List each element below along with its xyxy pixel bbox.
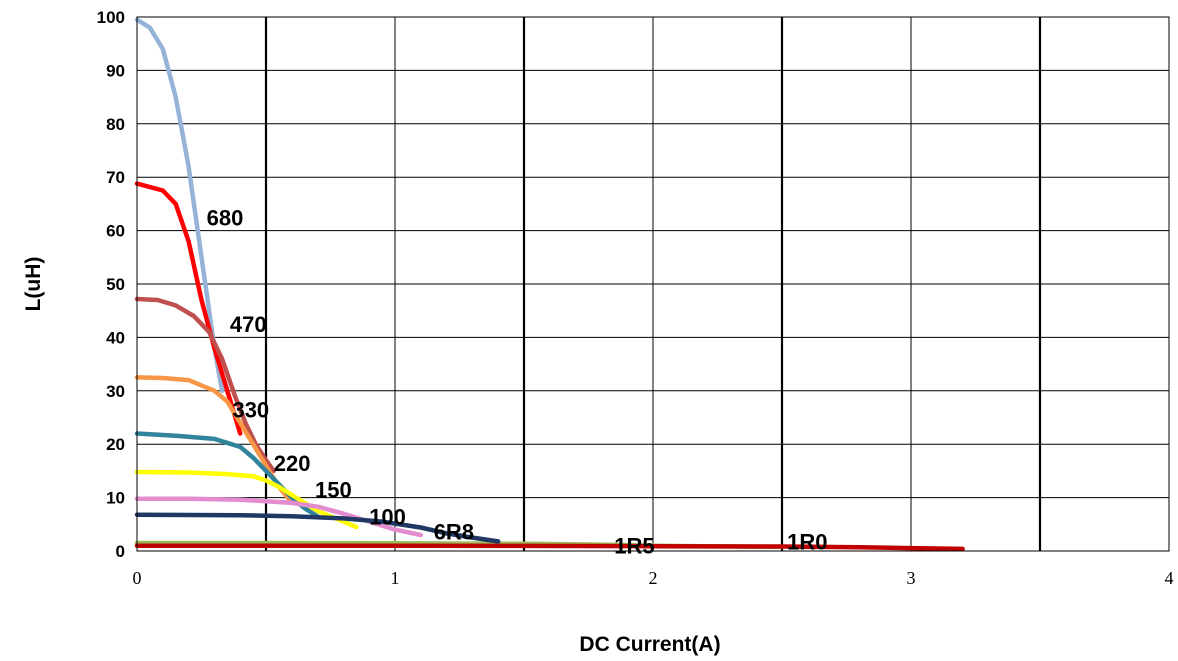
y-tick-label: 10 (106, 489, 125, 508)
series-line (134, 181, 243, 436)
series-label: 150 (315, 478, 352, 503)
series-label: 220 (274, 451, 311, 476)
x-axis-label: DC Current(A) (579, 633, 720, 656)
x-tick-labels: 0 1 2 3 4 (133, 568, 1174, 588)
series-line (134, 543, 965, 552)
series-label: 6R8 (434, 519, 474, 544)
y-tick-label: 100 (97, 8, 125, 27)
series-line (134, 512, 501, 544)
x-tick-label: 0 (133, 568, 142, 588)
y-tick-label: 0 (116, 542, 125, 561)
y-tick-label: 60 (106, 222, 125, 241)
y-tick-label: 70 (106, 168, 125, 187)
y-tick-label: 90 (106, 61, 125, 80)
series-label: 1R5 (614, 534, 654, 559)
y-tick-label: 50 (106, 275, 125, 294)
series-label: 330 (232, 398, 269, 423)
y-tick-label: 80 (106, 115, 125, 134)
y-tick-label: 20 (106, 435, 125, 454)
series-label: 1R0 (787, 529, 827, 554)
y-tick-labels: 0 10 20 30 40 50 60 70 80 90 100 (97, 8, 125, 561)
series-line (134, 496, 424, 538)
y-axis-label: L(uH) (22, 257, 45, 312)
series-label: 680 (207, 205, 244, 230)
series-lines (134, 17, 965, 552)
plot-frame (136, 16, 1170, 552)
series-label: 470 (230, 312, 267, 337)
series-line (134, 296, 276, 474)
y-tick-label: 30 (106, 382, 125, 401)
y-tick-label: 40 (106, 328, 125, 347)
x-tick-label: 3 (907, 568, 916, 588)
x-tick-label: 1 (391, 568, 400, 588)
x-tick-label: 4 (1165, 568, 1174, 588)
series-label: 100 (369, 504, 406, 529)
x-tick-label: 2 (649, 568, 658, 588)
